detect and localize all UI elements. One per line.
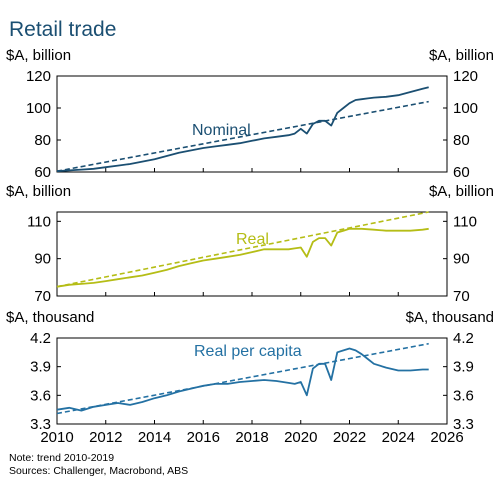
xtick-label: 2020	[284, 429, 317, 446]
ytick-right-per-capita: 3.6	[453, 387, 474, 404]
series-label-nominal: Nominal	[192, 122, 251, 139]
ytick-right-nominal: 60	[453, 164, 470, 181]
xtick-label: 2026	[430, 429, 463, 446]
unit-left-per-capita: $A, thousand	[6, 309, 94, 326]
ytick-left-per-capita: 3.6	[30, 387, 51, 404]
unit-right-real: $A, billion	[429, 183, 494, 200]
xtick-label: 2022	[333, 429, 366, 446]
series-label-per-capita: Real per capita	[194, 343, 302, 360]
xtick-label: 2018	[235, 429, 268, 446]
ytick-right-per-capita: 3.3	[453, 416, 474, 433]
xtick-label: 2024	[382, 429, 415, 446]
ytick-right-real: 110	[453, 213, 477, 230]
xtick-label: 2014	[138, 429, 171, 446]
ytick-left-per-capita: 3.3	[30, 416, 51, 433]
ytick-left-nominal: 80	[34, 132, 51, 149]
ytick-right-nominal: 80	[453, 132, 470, 149]
series-line-real	[56, 227, 429, 288]
ytick-right-real: 90	[453, 251, 470, 268]
trend-line-nominal	[56, 100, 429, 172]
ytick-left-real: 70	[34, 288, 51, 305]
ytick-left-per-capita: 3.9	[30, 359, 51, 376]
ytick-right-nominal: 100	[453, 100, 478, 117]
trend-line-per-capita	[56, 342, 429, 415]
trend-line-real	[56, 211, 429, 288]
ytick-right-per-capita: 3.9	[453, 359, 474, 376]
xtick-label: 2016	[187, 429, 220, 446]
footnote-note: Note: trend 2010-2019	[9, 452, 115, 464]
xtick-label: 2010	[40, 429, 73, 446]
series-line-per-capita	[56, 347, 429, 412]
series-label-real: Real	[236, 231, 269, 248]
ytick-right-nominal: 120	[453, 68, 478, 85]
unit-right-per-capita: $A, thousand	[406, 309, 494, 326]
footnote-sources: Sources: Challenger, Macrobond, ABS	[9, 465, 189, 477]
unit-left-nominal: $A, billion	[6, 47, 71, 64]
panel-frame-real	[56, 211, 448, 297]
panel-frame-nominal	[56, 75, 448, 173]
ytick-left-real: 90	[34, 251, 51, 268]
ytick-left-nominal: 60	[34, 164, 51, 181]
xtick-label: 2012	[89, 429, 122, 446]
series-line-nominal	[56, 86, 429, 173]
unit-right-nominal: $A, billion	[429, 47, 494, 64]
ytick-right-real: 70	[453, 288, 470, 305]
ytick-left-nominal: 100	[26, 100, 51, 117]
ytick-right-per-capita: 4.2	[453, 330, 474, 347]
ytick-left-nominal: 120	[26, 68, 51, 85]
page-title: Retail trade	[9, 18, 117, 41]
ytick-left-real: 110	[27, 213, 51, 230]
ytick-left-per-capita: 4.2	[30, 330, 51, 347]
unit-left-real: $A, billion	[6, 183, 71, 200]
